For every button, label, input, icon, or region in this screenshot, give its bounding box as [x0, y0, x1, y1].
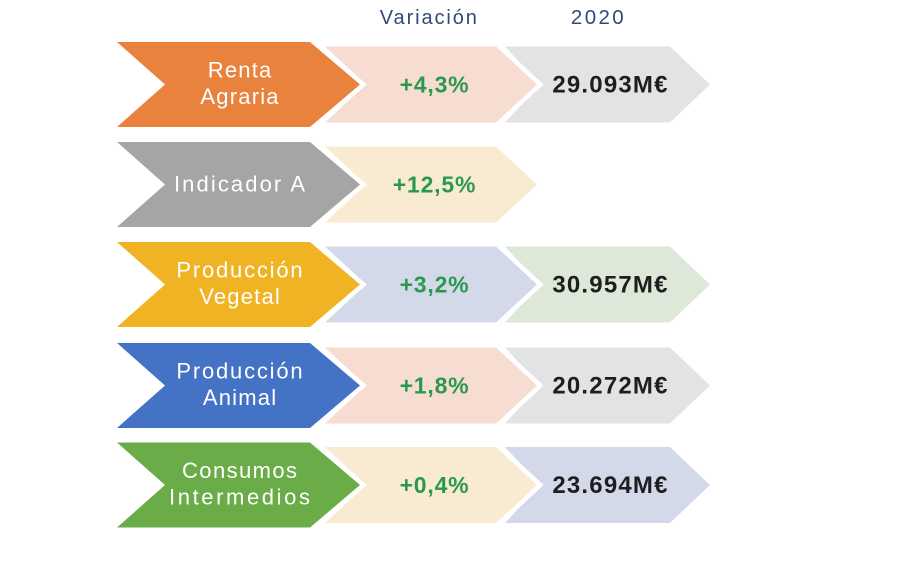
svg-text:+0,4%: +0,4%: [400, 472, 470, 498]
svg-text:2020: 2020: [571, 6, 626, 29]
svg-text:23.694M€: 23.694M€: [552, 472, 668, 499]
svg-text:Producción: Producción: [176, 258, 304, 283]
svg-text:Animal: Animal: [203, 385, 277, 410]
svg-text:30.957M€: 30.957M€: [552, 272, 668, 299]
svg-text:Consumos: Consumos: [182, 458, 298, 483]
svg-text:+12,5%: +12,5%: [393, 172, 476, 198]
svg-text:+3,2%: +3,2%: [400, 272, 470, 298]
svg-text:Renta: Renta: [208, 58, 273, 83]
svg-text:Vegetal: Vegetal: [199, 284, 281, 309]
svg-text:Agraria: Agraria: [200, 84, 279, 109]
svg-text:+4,3%: +4,3%: [400, 72, 470, 98]
svg-text:Producción: Producción: [176, 359, 304, 384]
svg-text:+1,8%: +1,8%: [400, 373, 470, 399]
svg-text:Indicador A: Indicador A: [174, 172, 307, 197]
svg-text:Intermedios: Intermedios: [169, 485, 313, 510]
svg-text:20.272M€: 20.272M€: [552, 373, 668, 400]
svg-text:29.093M€: 29.093M€: [552, 72, 668, 99]
svg-text:Variación: Variación: [380, 7, 479, 29]
